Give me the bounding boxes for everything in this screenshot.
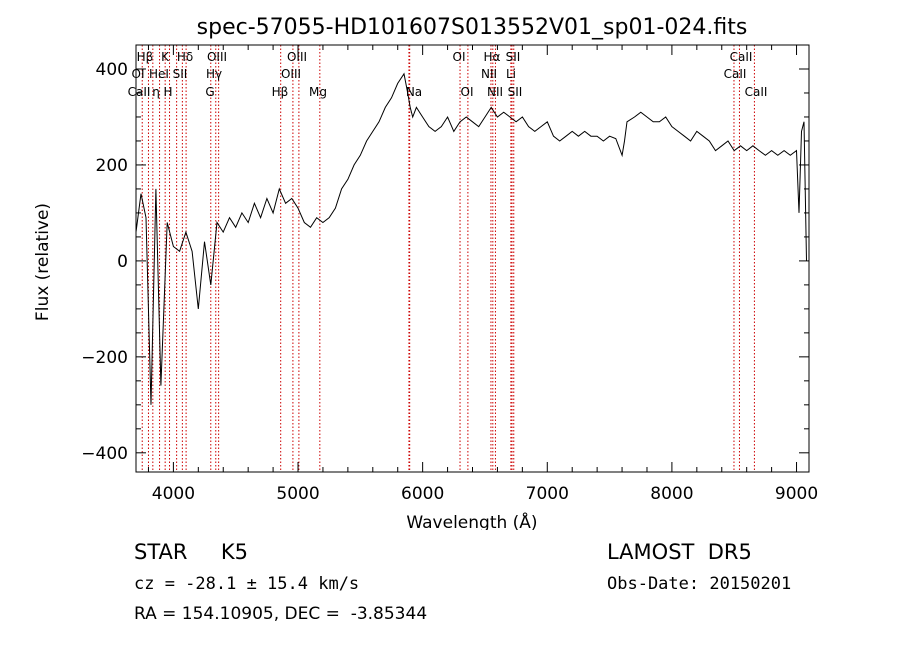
line-label-1-4: OIII [281,67,301,81]
observation-date: Obs-Date: 20150201 [607,574,792,594]
line-label-2-4: Hβ [272,85,289,99]
line-label-1-0: OI [132,67,145,81]
redshift-velocity: cz = -28.1 ± 15.4 km/s [134,574,360,594]
line-label-2-3: G [205,85,214,99]
x-tick-label-9000: 9000 [775,484,818,504]
y-tick-label-0: 0 [117,252,128,272]
line-label-2-6: Na [406,85,422,99]
series-layer [135,72,807,405]
line-label-0-0: Hβ [137,50,154,64]
coordinates: RA = 154.10905, DEC = -3.85344 [134,604,428,624]
chart-title: spec-57055-HD101607S013552V01_sp01-024.f… [197,15,748,40]
y-axis-label: Flux (relative) [33,203,53,321]
line-label-2-5: Mg [309,85,327,99]
spectral-line-markers [141,45,755,472]
series-line-0 [135,72,807,405]
x-tick-label-8000: 8000 [650,484,693,504]
axis-ticks: 4000 5000 6000 7000 8000 9000 −400 −200 0 200 400 [81,45,818,504]
y-tick-label--400: −400 [81,444,128,464]
line-label-2-10: CaII [745,85,768,99]
line-label-1-1: HeI [149,67,169,81]
line-label-0-3: OIII [207,50,227,64]
survey-name: LAMOST DR5 [607,540,752,564]
y-tick-label--200: −200 [81,348,128,368]
line-label-0-4: OIII [287,50,307,64]
line-label-0-7: SII [506,50,521,64]
line-label-0-2: Hδ [177,50,193,64]
x-tick-label-5000: 5000 [276,484,319,504]
line-label-2-9: SII [508,85,523,99]
y-tick-label-400: 400 [96,60,128,80]
line-label-2-0: CaII [128,85,151,99]
line-label-2-2: H [163,85,172,99]
x-tick-label-4000: 4000 [152,484,195,504]
line-label-1-2: SII [173,67,188,81]
line-label-0-5: OI [453,50,466,64]
spectrum-chart: spec-57055-HD101607S013552V01_sp01-024.f… [33,15,818,530]
x-axis-label: Wavelength (Å) [406,511,537,530]
object-class: STAR K5 [134,540,248,564]
y-tick-label-200: 200 [96,156,128,176]
x-tick-label-7000: 7000 [526,484,569,504]
line-label-2-8: NII [487,85,503,99]
line-label-2-7: OI [461,85,474,99]
line-label-1-3: Hγ [206,67,222,81]
line-label-0-8: CaII [730,50,753,64]
x-tick-label-6000: 6000 [401,484,444,504]
line-label-0-1: K [161,50,170,64]
line-label-1-7: CaII [724,67,747,81]
line-label-1-6: Li [506,67,516,81]
plot-frame [135,44,810,473]
line-label-1-5: NII [481,67,497,81]
spectral-line-labels: Hβ K Hδ OIII OIII OI Hα SII CaII OI HeI SII Hγ OIII NI… [128,50,768,99]
line-label-2-1: η [152,85,160,99]
line-label-0-6: Hα [484,50,501,64]
